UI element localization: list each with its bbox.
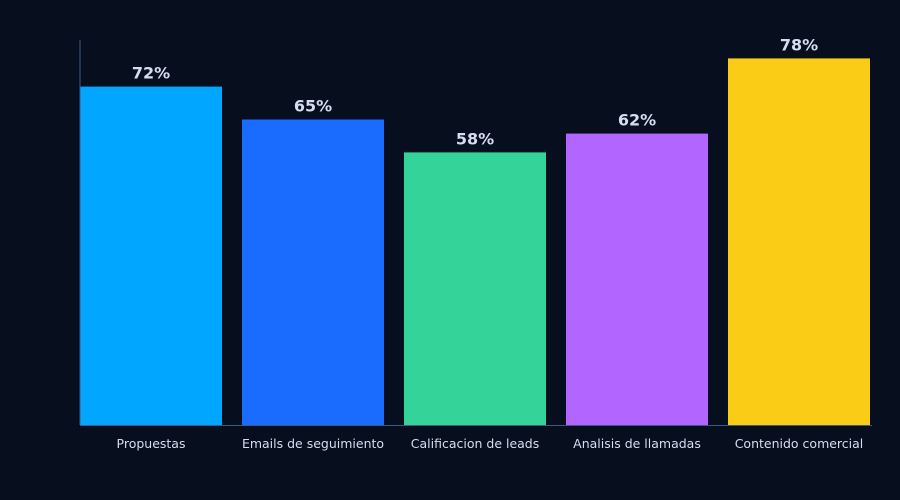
x-tick-labels-group: Propuestas Emails de seguimiento Calificac… (117, 436, 864, 451)
x-tick-label-1: Propuestas (117, 436, 186, 451)
bar-4 (566, 133, 708, 425)
bars-group (80, 58, 870, 426)
x-tick-label-3: Calificacion de leads (411, 436, 540, 451)
value-labels-group: 72% 65% 58% 62% 78% (132, 35, 818, 148)
bar-5 (728, 58, 870, 426)
x-tick-label-4: Analisis de llamadas (573, 436, 701, 451)
bar-3 (404, 152, 546, 425)
x-tick-label-2: Emails de seguimiento (242, 436, 384, 451)
value-label-4: 62% (618, 111, 656, 130)
bar-1 (80, 86, 222, 425)
value-label-1: 72% (132, 64, 170, 83)
value-label-2: 65% (294, 97, 332, 116)
value-label-3: 58% (456, 129, 494, 148)
value-label-5: 78% (780, 35, 818, 54)
bar-2 (242, 119, 384, 425)
x-tick-label-5: Contenido comercial (735, 436, 864, 451)
